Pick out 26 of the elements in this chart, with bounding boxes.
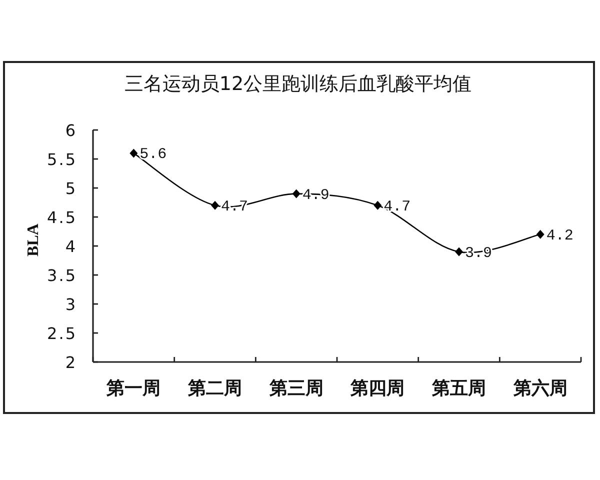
x-tick-label: 第二周 [187, 378, 242, 399]
x-tick-label: 第五周 [431, 378, 486, 399]
point [374, 200, 382, 210]
y-tick-label: 5.5 [47, 150, 77, 169]
data-label: 4.2 [546, 227, 574, 244]
point [292, 189, 300, 198]
x-tick-label: 第一周 [106, 378, 161, 399]
y-axis-title: BLA [25, 223, 42, 256]
point [455, 247, 463, 256]
point [211, 200, 219, 210]
y-tick-label: 5 [65, 179, 77, 198]
x-tick-label: 第六周 [512, 378, 568, 399]
y-tick-label: 4.5 [47, 208, 77, 227]
x-tick-label: 第四周 [350, 378, 405, 399]
y-tick-label: 3.5 [47, 266, 77, 285]
y-tick-label: 2 [65, 353, 77, 372]
y-tick-label: 6 [65, 121, 77, 140]
y-tick-label: 2.5 [47, 324, 77, 343]
data-label: 4.7 [384, 198, 411, 216]
y-tick-label: 4 [65, 237, 77, 256]
y-tick-label: 3 [65, 295, 77, 314]
point [536, 230, 544, 239]
x-tick-label: 第三周 [268, 378, 324, 399]
data-label: 5.6 [140, 146, 167, 164]
point [130, 148, 138, 158]
chart-title: 三名运动员12公里跑训练后血乳酸平均值 [124, 73, 472, 95]
